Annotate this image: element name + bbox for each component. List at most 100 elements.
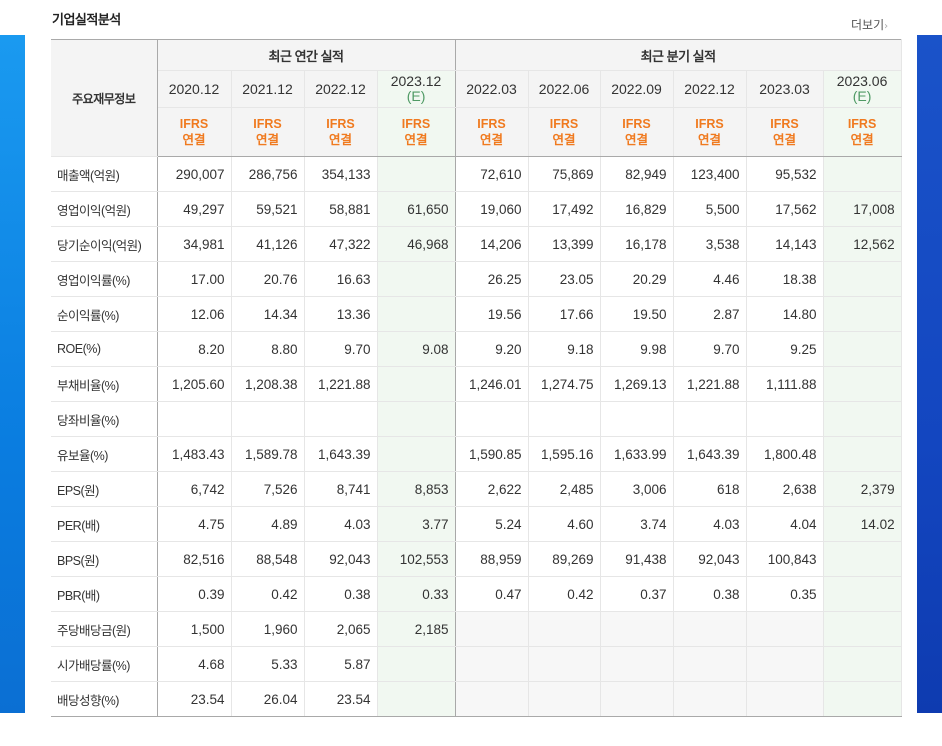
table-cell: 8.80 (231, 331, 305, 367)
period-header: 2023.03 (746, 70, 824, 108)
basis-header: IFRS 연결 (157, 107, 232, 157)
basis-header: IFRS 연결 (455, 107, 529, 157)
basis-header: IFRS 연결 (823, 107, 902, 157)
table-cell: 1,274.75 (528, 366, 601, 402)
table-row: 영업이익(억원) 49,297 59,521 58,881 61,650 19,060 17… (51, 191, 902, 227)
table-cell: 16,829 (600, 191, 674, 227)
table-cell (377, 681, 456, 717)
table-cell: 286,756 (231, 156, 305, 192)
ifrs-label: IFRS (622, 117, 651, 131)
row-label: PER(배) (51, 506, 158, 542)
table-cell: 17.00 (157, 261, 232, 297)
table-cell: 3.77 (377, 506, 456, 542)
period-header: 2021.12 (231, 70, 305, 108)
row-label: 시가배당률(%) (51, 646, 158, 682)
table-cell (823, 331, 902, 367)
table-cell: 5.33 (231, 646, 305, 682)
row-label: 부채비율(%) (51, 366, 158, 402)
row-label: 영업이익(억원) (51, 191, 158, 227)
table-cell (377, 366, 456, 402)
table-row: PBR(배) 0.39 0.42 0.38 0.33 0.47 0.42 0.37 0.38 0.… (51, 576, 902, 612)
table-cell: 91,438 (600, 541, 674, 577)
table-row: PER(배) 4.75 4.89 4.03 3.77 5.24 4.60 3.74 4.03 4.… (51, 506, 902, 542)
table-cell: 8,853 (377, 471, 456, 507)
consolidated-label: 연결 (552, 133, 576, 147)
consolidated-label: 연결 (255, 133, 279, 147)
table-cell (746, 646, 824, 682)
financial-summary-table: 주요재무정보 최근 연간 실적 최근 분기 실적 2020.12 2021.12 2… (51, 39, 902, 717)
table-cell (746, 401, 824, 437)
table-cell: 2,185 (377, 611, 456, 647)
table-cell: 82,949 (600, 156, 674, 192)
table-cell: 17.66 (528, 296, 601, 332)
period-header: 2023.06 (E) (823, 70, 902, 108)
table-row: 배당성향(%) 23.54 26.04 23.54 (51, 681, 902, 717)
table-cell: 5.24 (455, 506, 529, 542)
left-side-banner (0, 35, 25, 713)
row-label: BPS(원) (51, 541, 158, 577)
table-cell: 5,500 (673, 191, 747, 227)
table-cell: 72,610 (455, 156, 529, 192)
ifrs-label: IFRS (326, 117, 355, 131)
table-cell: 49,297 (157, 191, 232, 227)
table-cell (304, 401, 378, 437)
table-cell (823, 611, 902, 647)
period-header: 2020.12 (157, 70, 232, 108)
basis-header: IFRS 연결 (746, 107, 824, 157)
table-cell (157, 401, 232, 437)
table-cell: 2,485 (528, 471, 601, 507)
basis-header: IFRS 연결 (377, 107, 456, 157)
table-row: 당기순이익(억원) 34,981 41,126 47,322 46,968 14,206 1… (51, 226, 902, 262)
table-cell: 1,960 (231, 611, 305, 647)
table-cell: 2.87 (673, 296, 747, 332)
table-cell: 13,399 (528, 226, 601, 262)
table-cell (823, 296, 902, 332)
table-cell (673, 611, 747, 647)
table-row: 당좌비율(%) (51, 401, 902, 437)
table-cell (823, 646, 902, 682)
table-cell: 4.75 (157, 506, 232, 542)
consolidated-label: 연결 (404, 133, 428, 147)
table-cell: 1,205.60 (157, 366, 232, 402)
table-cell (823, 541, 902, 577)
table-cell: 0.37 (600, 576, 674, 612)
ifrs-label: IFRS (253, 117, 282, 131)
table-cell: 19.56 (455, 296, 529, 332)
table-cell: 14,143 (746, 226, 824, 262)
table-cell: 1,589.78 (231, 436, 305, 472)
table-cell: 82,516 (157, 541, 232, 577)
table-cell: 1,643.39 (673, 436, 747, 472)
more-link[interactable]: 더보기› (851, 16, 888, 33)
table-cell: 4.89 (231, 506, 305, 542)
basis-header: IFRS 연결 (528, 107, 601, 157)
table-cell (823, 156, 902, 192)
basis-header: IFRS 연결 (231, 107, 305, 157)
table-cell: 0.38 (673, 576, 747, 612)
table-cell (528, 401, 601, 437)
table-cell: 3,006 (600, 471, 674, 507)
group-quarter: 최근 분기 실적 (455, 39, 902, 71)
table-cell: 34,981 (157, 226, 232, 262)
table-cell (231, 401, 305, 437)
table-cell: 0.47 (455, 576, 529, 612)
table-cell: 58,881 (304, 191, 378, 227)
consolidated-label: 연결 (625, 133, 649, 147)
table-cell: 26.25 (455, 261, 529, 297)
table-cell: 41,126 (231, 226, 305, 262)
table-row: ROE(%) 8.20 8.80 9.70 9.08 9.20 9.18 9.98 9.70 9.… (51, 331, 902, 367)
table-cell: 100,843 (746, 541, 824, 577)
row-label: 매출액(억원) (51, 156, 158, 192)
period-label: 2020.12 (168, 80, 220, 97)
table-cell: 1,111.88 (746, 366, 824, 402)
table-row: EPS(원) 6,742 7,526 8,741 8,853 2,622 2,485 3,00… (51, 471, 902, 507)
table-cell: 75,869 (528, 156, 601, 192)
table-cell: 47,322 (304, 226, 378, 262)
period-label: 2022.12 (315, 80, 366, 97)
period-header: 2022.03 (455, 70, 529, 108)
table-cell: 23.05 (528, 261, 601, 297)
table-cell (377, 261, 456, 297)
ifrs-label: IFRS (695, 117, 724, 131)
table-cell (528, 646, 601, 682)
row-label: 당기순이익(억원) (51, 226, 158, 262)
row-label: 배당성향(%) (51, 681, 158, 717)
